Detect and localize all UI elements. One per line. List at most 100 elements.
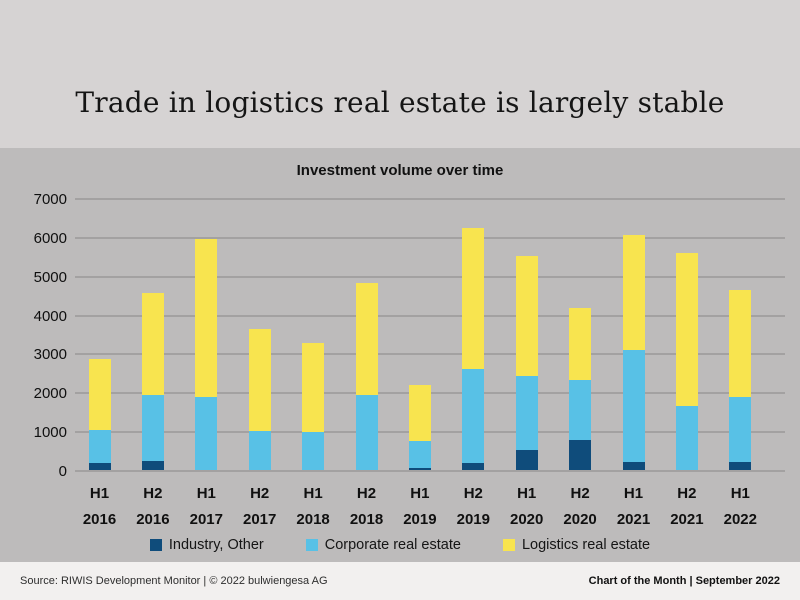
x-axis-halfyear-label: H2 bbox=[356, 485, 377, 502]
bar-segment-logistics-real-estate bbox=[141, 292, 164, 396]
legend-label: Corporate real estate bbox=[324, 537, 461, 553]
x-axis-year-label: 2018 bbox=[296, 511, 330, 528]
x-axis-year-label: 2021 bbox=[616, 511, 651, 528]
x-axis-halfyear-label: H1 bbox=[303, 485, 323, 502]
y-axis-tick-7000: 7000 bbox=[33, 191, 67, 208]
bar-segment-logistics-real-estate bbox=[462, 227, 485, 369]
x-axis-halfyear-label: H1 bbox=[623, 485, 644, 502]
footer-band: Source: RIWIS Development Monitor | © 20… bbox=[0, 562, 800, 600]
x-axis-halfyear-label: H2 bbox=[143, 485, 163, 502]
legend-swatch-icon bbox=[305, 539, 318, 551]
legend-swatch-icon bbox=[149, 539, 162, 551]
x-axis-year-label: 2020 bbox=[510, 511, 544, 528]
bar-segment-industry-other bbox=[88, 463, 111, 470]
bar-segment-corporate-real-estate bbox=[515, 376, 538, 450]
bar-2022-H1 bbox=[729, 290, 752, 470]
footer-badge: Chart of the Month | September 2022 bbox=[588, 575, 780, 587]
x-axis-halfyear-label: H1 bbox=[196, 485, 216, 502]
x-axis-year-label: 2016 bbox=[82, 511, 117, 528]
bar-segment-logistics-real-estate bbox=[408, 384, 431, 442]
bar-segment-industry-other bbox=[622, 462, 645, 470]
x-axis-halfyear-label: H1 bbox=[89, 485, 110, 502]
bar-2018-H1 bbox=[302, 342, 325, 470]
x-axis-halfyear-label: H1 bbox=[730, 485, 750, 502]
bar-segment-corporate-real-estate bbox=[408, 441, 431, 468]
y-axis-tick-1000: 1000 bbox=[33, 424, 67, 442]
bar-segment-industry-other bbox=[141, 461, 164, 470]
y-axis-tick-2000: 2000 bbox=[33, 385, 67, 403]
x-axis-halfyear-label: H2 bbox=[463, 485, 483, 502]
bar-2016-H2 bbox=[141, 292, 164, 470]
bar-segment-logistics-real-estate bbox=[675, 253, 698, 406]
gridline-3000 bbox=[75, 353, 785, 356]
bar-segment-logistics-real-estate bbox=[195, 238, 218, 397]
x-axis-halfyear-label: H2 bbox=[570, 485, 590, 502]
bar-2017-H2 bbox=[248, 328, 271, 470]
bar-segment-industry-other bbox=[729, 461, 752, 470]
x-axis-halfyear-label: H2 bbox=[677, 485, 697, 502]
x-axis-year-label: 2019 bbox=[456, 511, 490, 528]
y-axis-tick-4000: 4000 bbox=[33, 307, 67, 325]
bar-segment-corporate-real-estate bbox=[195, 396, 218, 470]
bar-segment-industry-other bbox=[569, 439, 592, 470]
bar-segment-logistics-real-estate bbox=[355, 282, 378, 396]
gridline-5000 bbox=[75, 275, 785, 278]
legend-item: Logistics real estate bbox=[502, 537, 651, 553]
bar-2019-H1 bbox=[408, 384, 431, 470]
x-axis-year-label: 2017 bbox=[243, 511, 277, 528]
legend-label: Industry, Other bbox=[168, 537, 264, 553]
bar-2018-H2 bbox=[355, 282, 378, 470]
bar-segment-corporate-real-estate bbox=[729, 396, 752, 462]
x-axis-year-label: 2021 bbox=[670, 511, 704, 528]
y-axis-tick-5000: 5000 bbox=[33, 268, 67, 286]
legend-item: Corporate real estate bbox=[305, 537, 461, 553]
bar-2019-H2 bbox=[462, 227, 485, 470]
y-axis-tick-6000: 6000 bbox=[33, 229, 67, 247]
x-axis-halfyear-label: H1 bbox=[517, 485, 537, 502]
x-axis-halfyear-label: H2 bbox=[250, 485, 270, 502]
legend-label: Logistics real estate bbox=[521, 537, 651, 553]
bar-segment-logistics-real-estate bbox=[729, 290, 752, 397]
bar-segment-logistics-real-estate bbox=[569, 307, 592, 381]
bar-segment-industry-other bbox=[462, 463, 485, 470]
x-axis-halfyear-label: H1 bbox=[410, 485, 430, 502]
gridline-7000 bbox=[75, 198, 785, 200]
bar-2020-H2 bbox=[569, 307, 592, 470]
bar-2017-H1 bbox=[195, 238, 218, 470]
chart-legend: Industry, Other Corporate real estate Logi… bbox=[0, 537, 800, 553]
x-axis-year-label: 2019 bbox=[403, 511, 437, 528]
gridline-6000 bbox=[75, 236, 785, 239]
bar-segment-industry-other bbox=[515, 449, 538, 470]
bar-segment-corporate-real-estate bbox=[355, 395, 378, 470]
x-axis-year-label: 2018 bbox=[349, 511, 384, 528]
header-band: Trade in logistics real estate is largel… bbox=[0, 0, 800, 148]
source-text: Source: RIWIS Development Monitor | © 20… bbox=[20, 575, 328, 587]
page-title: Trade in logistics real estate is largel… bbox=[75, 86, 725, 119]
bar-segment-logistics-real-estate bbox=[515, 255, 538, 377]
y-axis-tick-3000: 3000 bbox=[33, 346, 67, 364]
bar-2020-H1 bbox=[515, 255, 538, 470]
chart-band: Investment volume over time 0 1000 2000 300… bbox=[0, 148, 800, 562]
plot-area: 0 1000 2000 3000 4000 5000 6000 7000 H1 2016 H2 201… bbox=[34, 192, 785, 528]
bar-segment-logistics-real-estate bbox=[622, 234, 645, 351]
bar-segment-corporate-real-estate bbox=[622, 350, 645, 463]
bar-segment-corporate-real-estate bbox=[569, 380, 592, 440]
bar-2021-H1 bbox=[622, 234, 645, 470]
x-axis-year-label: 2022 bbox=[723, 511, 757, 528]
bar-2016-H1 bbox=[88, 358, 111, 470]
bar-segment-logistics-real-estate bbox=[88, 358, 111, 430]
legend-item: Industry, Other bbox=[149, 537, 264, 553]
bar-segment-corporate-real-estate bbox=[462, 368, 485, 464]
x-axis-year-label: 2020 bbox=[563, 511, 597, 528]
x-axis-year-label: 2017 bbox=[189, 511, 223, 528]
bar-segment-corporate-real-estate bbox=[302, 432, 325, 470]
bar-2021-H2 bbox=[675, 253, 698, 470]
bar-segment-industry-other bbox=[408, 467, 431, 470]
y-axis-tick-0: 0 bbox=[58, 463, 67, 480]
x-axis-year-label: 2016 bbox=[136, 511, 170, 528]
gridline-4000 bbox=[75, 314, 785, 317]
bar-segment-logistics-real-estate bbox=[302, 342, 325, 433]
bar-segment-corporate-real-estate bbox=[248, 431, 271, 470]
bar-segment-corporate-real-estate bbox=[141, 395, 164, 462]
